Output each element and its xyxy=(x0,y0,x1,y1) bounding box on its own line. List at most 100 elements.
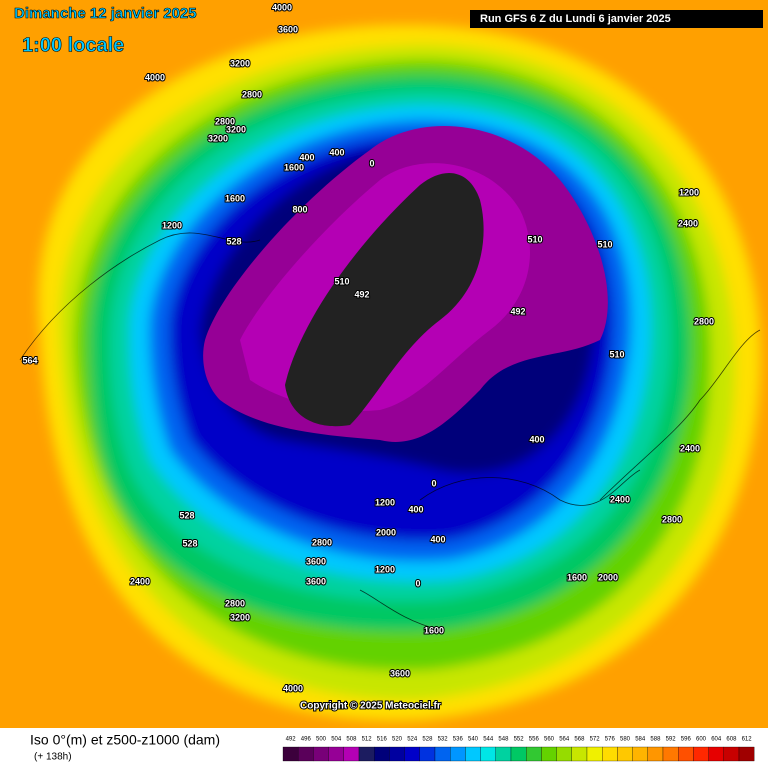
contour-label: 3600 xyxy=(306,556,326,566)
scale-label: 588 xyxy=(650,737,661,743)
scale-label: 584 xyxy=(635,737,646,743)
scale-label: 524 xyxy=(407,737,418,743)
scale-label: 608 xyxy=(726,737,737,743)
contour-label: 528 xyxy=(179,510,194,520)
scale-label: 572 xyxy=(590,737,601,743)
scale-swatch xyxy=(708,746,724,762)
scale-swatch xyxy=(313,746,329,762)
scale-swatch xyxy=(343,746,360,762)
scale-swatch xyxy=(298,746,314,762)
contour-label: 1600 xyxy=(424,625,444,635)
scale-label: 544 xyxy=(483,737,494,743)
scale-swatch xyxy=(480,746,496,762)
contour-label: 3200 xyxy=(208,133,228,143)
contour-label: 2400 xyxy=(678,218,698,228)
contour-label: 2800 xyxy=(242,89,262,99)
contour-label: 1200 xyxy=(375,497,395,507)
scale-swatch xyxy=(586,746,603,762)
scale-swatch xyxy=(541,746,557,762)
scale-swatch xyxy=(358,746,375,762)
contour-label: 510 xyxy=(334,276,349,286)
scale-swatch xyxy=(419,746,436,762)
contour-label: 492 xyxy=(354,289,369,299)
contour-label: 800 xyxy=(292,204,307,214)
scale-swatch xyxy=(693,746,709,762)
contour-label: 510 xyxy=(527,234,542,244)
contour-label: 400 xyxy=(408,504,423,514)
scale-swatch xyxy=(678,746,694,762)
footer-title: Iso 0°(m) et z500-z1000 (dam) xyxy=(30,732,220,748)
contour-label: 3200 xyxy=(230,58,250,68)
contour-label: 3600 xyxy=(306,576,326,586)
contour-label: 510 xyxy=(609,349,624,359)
scale-swatch xyxy=(389,746,405,762)
footer-lead: (+ 138h) xyxy=(34,752,72,763)
scale-label: 532 xyxy=(438,737,449,743)
scale-swatch xyxy=(662,746,679,762)
contour-label: 0 xyxy=(431,478,436,488)
scale-swatch xyxy=(328,746,344,762)
contour-label: 400 xyxy=(430,534,445,544)
scale-swatch xyxy=(450,746,466,762)
scale-label: 600 xyxy=(696,737,707,743)
contour-label: 3600 xyxy=(278,24,298,34)
contour-label: 2000 xyxy=(598,572,618,582)
time-title: 1:00 locale xyxy=(22,34,124,56)
scale-label: 592 xyxy=(666,737,677,743)
contour-label: 2800 xyxy=(215,116,235,126)
scale-swatch xyxy=(556,746,572,762)
scale-label: 528 xyxy=(422,737,433,743)
contour-label: 2400 xyxy=(680,443,700,453)
contour-label: 4000 xyxy=(145,72,165,82)
contour-label: 510 xyxy=(597,239,612,249)
contour-label: 2800 xyxy=(694,316,714,326)
scale-swatch xyxy=(617,746,633,762)
contour-label: 1200 xyxy=(162,220,182,230)
scale-swatch xyxy=(510,746,527,762)
scale-swatch xyxy=(647,746,664,762)
coastlines xyxy=(19,232,761,631)
scale-swatch xyxy=(404,746,420,762)
scale-label: 508 xyxy=(346,737,357,743)
scale-swatch xyxy=(282,746,299,762)
contour-label: 1600 xyxy=(225,193,245,203)
contour-label: 2800 xyxy=(662,514,682,524)
scale-label: 548 xyxy=(498,737,509,743)
scale-label: 500 xyxy=(316,737,327,743)
contour-label: 1200 xyxy=(679,187,699,197)
scale-swatch xyxy=(632,746,648,762)
contour-label: 400 xyxy=(529,434,544,444)
scale-label: 568 xyxy=(574,737,585,743)
scale-label: 552 xyxy=(514,737,525,743)
contour-label: 1600 xyxy=(284,162,304,172)
contour-label: 2400 xyxy=(610,494,630,504)
scale-label: 556 xyxy=(529,737,540,743)
contour-label: 2400 xyxy=(130,576,150,586)
scale-label: 576 xyxy=(605,737,616,743)
contour-label: 2800 xyxy=(225,598,245,608)
scale-swatch xyxy=(465,746,481,762)
contour-label: 2800 xyxy=(312,537,332,547)
copyright: Copyright © 2025 Meteociel.fr xyxy=(300,701,441,712)
scale-label: 564 xyxy=(559,737,570,743)
scale-label: 536 xyxy=(453,737,464,743)
contour-label: 0 xyxy=(369,158,374,168)
scale-label: 504 xyxy=(331,737,342,743)
contour-label: 3600 xyxy=(390,668,410,678)
contour-label: 492 xyxy=(510,306,525,316)
contour-label: 528 xyxy=(182,538,197,548)
contour-label: 2000 xyxy=(376,527,396,537)
contour-label: 0 xyxy=(415,578,420,588)
coldest-core xyxy=(285,173,484,427)
scale-label: 516 xyxy=(377,737,388,743)
contour-label: 528 xyxy=(226,236,241,246)
contour-label: 4000 xyxy=(283,683,303,693)
scale-swatch xyxy=(526,746,542,762)
contour-label: 400 xyxy=(329,147,344,157)
contour-label: 1200 xyxy=(375,564,395,574)
scale-swatch xyxy=(738,746,755,762)
scale-swatch xyxy=(434,746,451,762)
